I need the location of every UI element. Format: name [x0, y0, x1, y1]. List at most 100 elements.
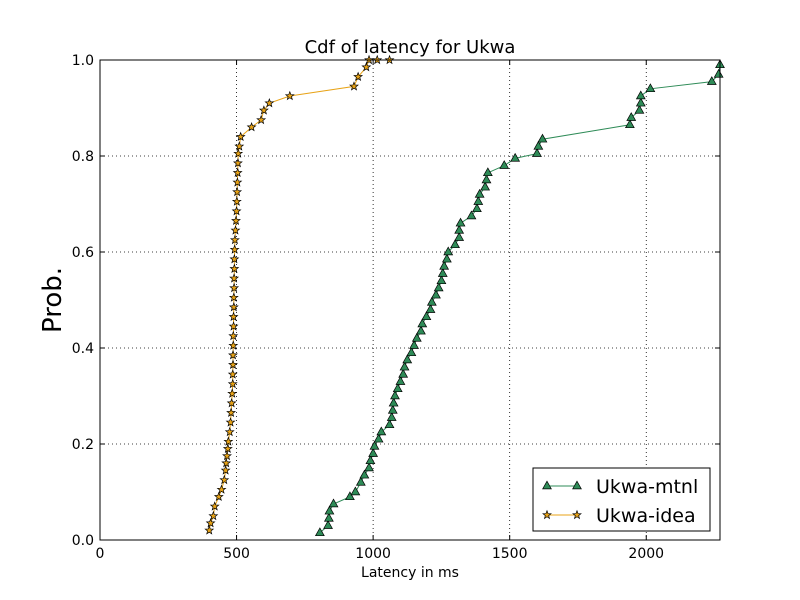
data-point: [439, 260, 450, 270]
data-point: [229, 282, 240, 293]
data-point: [634, 104, 645, 114]
data-point: [229, 254, 240, 264]
data-point: [421, 311, 432, 321]
data-point: [376, 426, 387, 436]
data-point: [231, 215, 241, 226]
data-point: [635, 90, 646, 100]
data-point: [425, 304, 436, 313]
data-point: [226, 398, 237, 408]
y-tick-label: 0.4: [72, 341, 94, 357]
data-point: [225, 417, 236, 427]
data-point: [386, 412, 397, 421]
data-point: [431, 289, 441, 299]
data-point: [406, 347, 417, 357]
data-point: [369, 440, 380, 450]
data-point: [232, 186, 243, 197]
data-point: [350, 486, 361, 496]
data-point: [324, 505, 335, 515]
legend-marker: [542, 480, 552, 490]
data-point: [388, 397, 399, 407]
data-point: [510, 152, 521, 162]
data-point: [222, 443, 233, 454]
data-point: [328, 498, 339, 508]
y-tick-label: 1.0: [72, 53, 94, 69]
data-point: [409, 340, 420, 349]
data-point: [390, 390, 400, 400]
series-layer: [204, 54, 725, 537]
data-point: [482, 167, 493, 177]
data-point: [228, 359, 238, 370]
data-point: [392, 383, 403, 393]
data-point: [229, 273, 240, 283]
data-point: [205, 518, 216, 528]
data-point: [220, 465, 231, 475]
x-tick-label: 1500: [492, 546, 528, 562]
data-point: [426, 296, 437, 306]
data-point: [349, 81, 359, 91]
data-point: [228, 330, 239, 341]
data-point: [364, 462, 374, 472]
data-point: [387, 404, 398, 414]
x-tick-label: 2000: [628, 546, 664, 562]
axes: 0 500 1000 1500 2000 0.0 0.2 0.4 0.6 0.8 1.0: [72, 53, 720, 562]
y-tick-label: 0.6: [72, 245, 94, 261]
data-point: [213, 491, 224, 502]
data-point: [645, 83, 656, 93]
data-point: [228, 292, 239, 302]
data-point: [706, 76, 717, 85]
data-point: [713, 68, 724, 78]
data-point: [323, 512, 334, 522]
data-point: [441, 253, 452, 263]
data-point: [395, 376, 406, 385]
x-tick-label: 0: [96, 546, 105, 562]
data-point: [473, 196, 484, 205]
data-point: [246, 122, 257, 132]
data-point: [233, 148, 244, 158]
data-point: [224, 426, 235, 437]
series-ukwa-mtnl: [314, 59, 725, 537]
data-point: [228, 350, 238, 360]
legend-entry: Ukwa-mtnl: [542, 476, 698, 498]
data-point: [234, 141, 245, 151]
data-point: [353, 71, 364, 82]
data-point: [229, 234, 240, 245]
data-point: [229, 263, 240, 274]
data-point: [533, 140, 544, 150]
x-axis-label: Latency in ms: [361, 565, 459, 581]
data-point: [359, 469, 370, 479]
data-point: [235, 131, 246, 142]
data-point: [204, 525, 215, 535]
data-point: [216, 484, 227, 494]
series-line: [319, 64, 721, 534]
data-point: [411, 332, 422, 342]
y-tick-label: 0.8: [72, 149, 94, 165]
data-point: [355, 476, 366, 486]
data-point: [481, 174, 492, 184]
data-point: [455, 217, 466, 227]
data-point: [437, 268, 448, 277]
data-point: [466, 210, 477, 220]
data-point: [416, 325, 426, 335]
data-point: [232, 158, 243, 168]
data-point: [314, 527, 325, 537]
data-point: [402, 354, 413, 364]
legend-label: Ukwa-idea: [596, 505, 696, 527]
data-point: [624, 119, 635, 129]
x-tick-label: 1000: [355, 546, 391, 562]
data-point: [229, 244, 240, 254]
data-point: [227, 378, 238, 389]
data-point: [227, 369, 238, 379]
legend-label: Ukwa-mtnl: [596, 476, 698, 498]
series-line: [208, 59, 390, 531]
y-axis-label: Prob.: [38, 267, 68, 333]
data-point: [373, 433, 384, 443]
data-point: [228, 302, 239, 312]
data-point: [219, 474, 230, 485]
data-point: [368, 448, 379, 457]
data-point: [417, 318, 428, 328]
data-point: [398, 368, 409, 378]
data-point: [209, 501, 220, 511]
data-point: [223, 436, 234, 446]
legend-marker: [572, 480, 582, 490]
